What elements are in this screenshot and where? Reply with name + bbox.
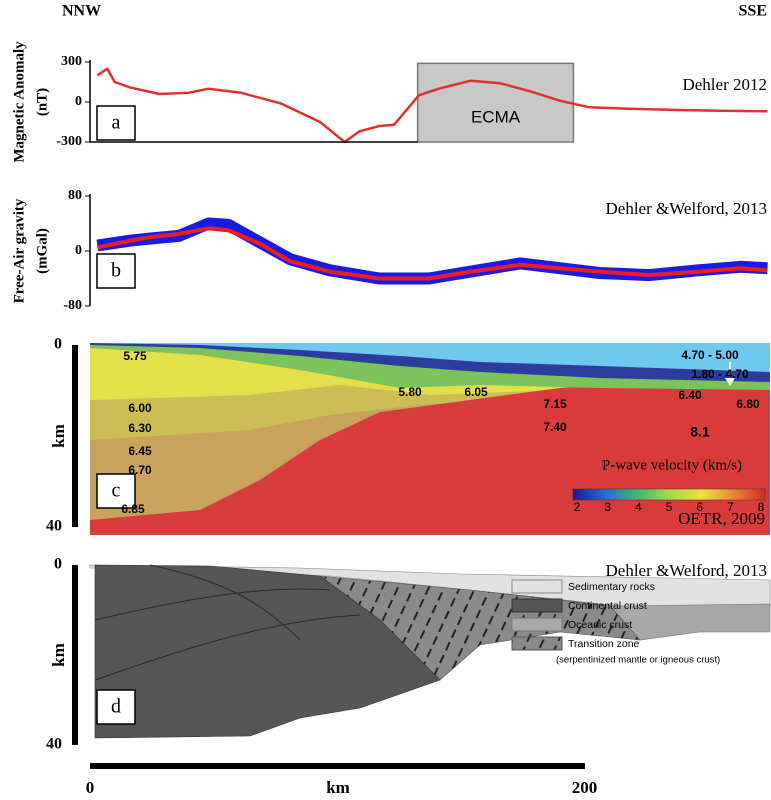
y-tick-label: 300 bbox=[61, 54, 82, 69]
legend-label: Continental crust bbox=[568, 600, 647, 612]
colorbar-title: P-wave velocity (km/s) bbox=[602, 457, 742, 473]
colorbar-tick-label: 3 bbox=[604, 500, 611, 514]
source: OETR, 2009 bbox=[678, 509, 765, 528]
legend-label: Sedimentary rocks bbox=[568, 581, 655, 593]
direction-right: SSE bbox=[739, 3, 767, 20]
velocity-label: 6.70 bbox=[128, 463, 152, 477]
y-tick-label: 80 bbox=[68, 188, 82, 203]
velocity-label: 6.40 bbox=[678, 388, 702, 402]
velocity-label: 1.80 - 4.70 bbox=[691, 367, 749, 381]
legend-label: Oceanic crust bbox=[568, 619, 632, 631]
velocity-label: 5.75 bbox=[123, 349, 147, 363]
y-axis-title: Free-Air gravity bbox=[11, 198, 27, 303]
panel-label: b bbox=[111, 260, 121, 282]
x-tick-label: 200 bbox=[572, 778, 598, 797]
y-tick-label: 0 bbox=[54, 556, 62, 573]
velocity-label: 5.80 bbox=[398, 385, 422, 399]
y-tick-label: -300 bbox=[56, 134, 82, 149]
velocity-label: 6.30 bbox=[128, 421, 152, 435]
legend-swatch bbox=[512, 637, 562, 650]
colorbar bbox=[573, 489, 765, 500]
y-tick-label: 0 bbox=[54, 336, 62, 353]
legend-swatch bbox=[512, 618, 562, 631]
x-tick-label: 0 bbox=[86, 778, 95, 797]
colorbar-tick-label: 2 bbox=[574, 500, 581, 514]
velocity-label: 8.1 bbox=[690, 424, 710, 440]
legend-label: (serpentinized mantle or igneous crust) bbox=[556, 655, 720, 666]
panel-label: d bbox=[111, 696, 121, 718]
legend-swatch bbox=[512, 580, 562, 593]
annotation-box bbox=[418, 63, 574, 142]
depth-bar bbox=[72, 565, 78, 745]
x-axis-title: km bbox=[326, 778, 350, 797]
y-axis-title: km bbox=[49, 424, 68, 448]
y-tick-label: 0 bbox=[75, 94, 82, 109]
legend-swatch bbox=[512, 599, 562, 612]
panel-label: c bbox=[112, 480, 121, 502]
cross-section bbox=[90, 565, 770, 738]
source: Dehler &Welford, 2013 bbox=[606, 199, 768, 218]
y-tick-label: -80 bbox=[63, 298, 82, 313]
direction-left: NNW bbox=[62, 3, 101, 20]
y-axis-title: km bbox=[49, 643, 68, 667]
depth-bar bbox=[72, 345, 78, 527]
y-axis-title: (mGal) bbox=[34, 228, 50, 274]
annotation: ECMA bbox=[471, 107, 521, 126]
panel-label: a bbox=[112, 112, 121, 134]
scale-bar bbox=[90, 763, 585, 769]
velocity-label: 4.70 - 5.00 bbox=[681, 348, 739, 362]
colorbar-tick-label: 5 bbox=[666, 500, 673, 514]
source: Dehler 2012 bbox=[682, 75, 767, 94]
velocity-label: 7.40 bbox=[543, 420, 567, 434]
y-tick-label: 0 bbox=[75, 243, 82, 258]
y-axis-title: Magnetic Anomaly bbox=[11, 41, 27, 163]
velocity-label: 6.05 bbox=[464, 385, 488, 399]
y-tick-label: 40 bbox=[46, 518, 62, 535]
colorbar-tick-label: 4 bbox=[635, 500, 642, 514]
y-tick-label: 40 bbox=[46, 736, 62, 753]
velocity-label: 7.15 bbox=[543, 397, 567, 411]
figure: NNW SSE aMagnetic Anomaly(nT)3000-300ECM… bbox=[0, 0, 771, 800]
legend-label: Transition zone bbox=[568, 638, 640, 650]
velocity-label: 6.45 bbox=[128, 444, 152, 458]
y-axis-title: (nT) bbox=[34, 88, 50, 116]
velocity-label: 6.00 bbox=[128, 401, 152, 415]
velocity-label: 6.85 bbox=[121, 502, 145, 516]
source: Dehler &Welford, 2013 bbox=[606, 561, 768, 580]
velocity-label: 6.80 bbox=[736, 397, 760, 411]
